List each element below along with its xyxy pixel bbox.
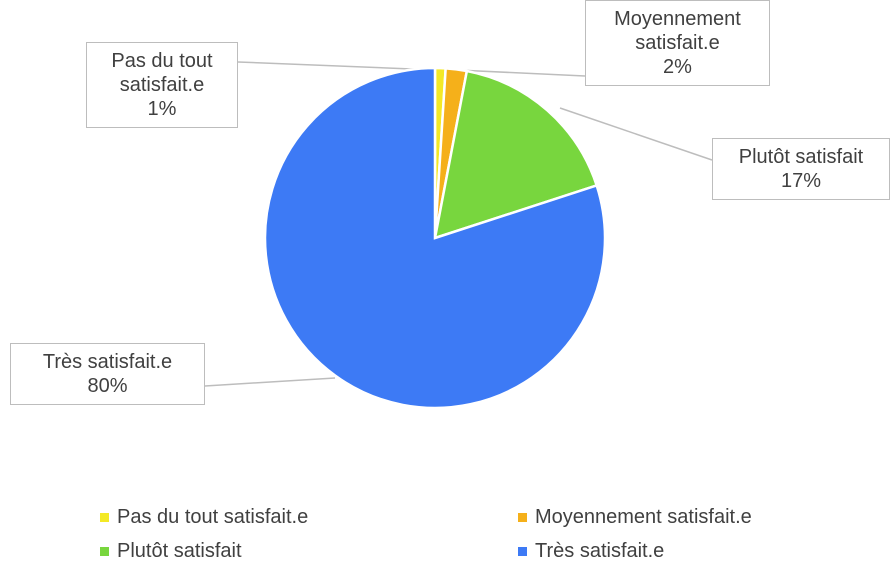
callout-value: 17%	[780, 170, 822, 192]
callout-category: Pas du tout satisfait.e	[111, 50, 213, 96]
legend-item: Moyennement satisfait.e	[518, 506, 752, 529]
legend-label: Très satisfait.e	[535, 540, 665, 562]
leader-line	[237, 61, 438, 71]
legend-label: Pas du tout satisfait.e	[117, 506, 309, 528]
legend-item: Plutôt satisfait	[100, 540, 242, 563]
pie-slice	[263, 66, 607, 410]
callout-category: Moyennement satisfait.e	[614, 8, 741, 54]
leader-line	[559, 107, 713, 161]
legend-swatch	[100, 547, 109, 556]
pie	[263, 66, 607, 410]
data-callout: Moyennement satisfait.e 2%	[585, 0, 770, 86]
data-callout: Très satisfait.e 80%	[10, 343, 205, 405]
leader-line	[456, 69, 586, 77]
legend-swatch	[518, 547, 527, 556]
legend-item: Pas du tout satisfait.e	[100, 506, 308, 529]
data-callout: Pas du tout satisfait.e 1%	[86, 42, 238, 128]
pie-slice	[433, 69, 599, 240]
data-callout: Plutôt satisfait 17%	[712, 138, 890, 200]
legend-label: Moyennement satisfait.e	[535, 506, 752, 528]
legend-swatch	[100, 513, 109, 522]
callout-category: Plutôt satisfait	[738, 146, 864, 168]
legend-label: Plutôt satisfait	[117, 540, 242, 562]
callout-value: 2%	[663, 56, 692, 78]
legend-item: Très satisfait.e	[518, 540, 664, 563]
callout-value: 1%	[147, 98, 177, 120]
callout-category: Très satisfait.e	[42, 351, 173, 373]
legend-swatch	[518, 513, 527, 522]
leader-line	[204, 377, 336, 387]
leader-lines	[204, 61, 713, 387]
callout-value: 80%	[87, 375, 128, 397]
